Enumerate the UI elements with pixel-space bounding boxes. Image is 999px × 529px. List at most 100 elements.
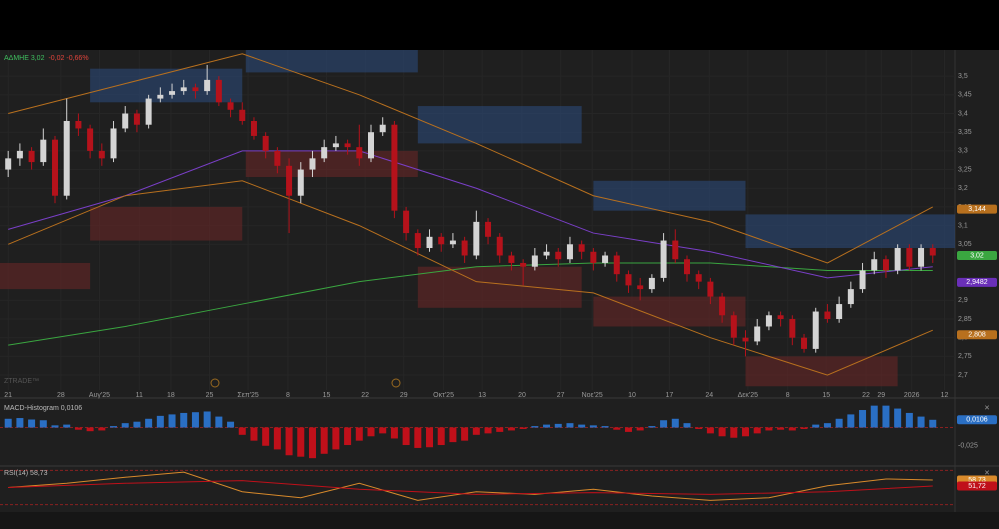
candle-body — [602, 255, 609, 263]
candle-body — [648, 277, 655, 290]
x-tick-label: Νοε'25 — [582, 392, 603, 399]
histogram-bar — [566, 423, 574, 428]
price-tag — [957, 250, 997, 260]
histogram-bar — [730, 427, 738, 438]
histogram-bar — [437, 427, 445, 446]
candle-body — [344, 143, 351, 148]
histogram-bar — [273, 427, 281, 450]
event-marker[interactable] — [210, 378, 220, 388]
candle-body — [520, 262, 527, 267]
histogram-bar — [390, 427, 398, 439]
zone — [0, 262, 91, 290]
candle-body — [192, 87, 199, 92]
y-tick-label: 3,5 — [958, 73, 968, 80]
candle-body — [789, 319, 796, 338]
x-tick-label: 25 — [206, 392, 214, 399]
y-tick-label: -0,025 — [958, 443, 978, 450]
candle-body — [613, 255, 620, 275]
candle-body — [180, 87, 187, 92]
candle-body — [555, 251, 562, 260]
zone — [593, 180, 746, 211]
candle-body — [169, 91, 176, 95]
candle-body — [332, 143, 339, 148]
y-tick-label: 3,45 — [958, 92, 972, 99]
histogram-bar — [613, 427, 621, 430]
y-tick-label: 2,85 — [958, 316, 972, 323]
histogram-bar — [250, 427, 258, 441]
x-tick-label: 2026 — [904, 392, 920, 399]
histogram-bar — [16, 418, 24, 428]
candle-body — [157, 94, 164, 99]
x-tick-label: 10 — [628, 392, 636, 399]
price-tag — [957, 481, 997, 491]
candle-body — [871, 259, 878, 271]
close-button[interactable]: × — [984, 467, 989, 477]
candle-body — [28, 150, 35, 163]
x-tick-label: 22 — [361, 392, 369, 399]
histogram-bar — [121, 423, 129, 428]
histogram-bar — [624, 427, 632, 432]
histogram-bar — [262, 427, 270, 446]
y-tick-label: 2,9 — [958, 297, 968, 304]
histogram-bar — [882, 405, 890, 428]
histogram-bar — [847, 414, 855, 428]
zone — [745, 214, 955, 249]
candle-body — [204, 79, 211, 92]
indicator-line — [8, 262, 933, 346]
candle-body — [672, 240, 679, 260]
close-button[interactable]: × — [984, 402, 989, 412]
candle-body — [122, 113, 129, 129]
candle-body — [496, 236, 503, 256]
y-tick-label: 3,1 — [958, 222, 968, 229]
candle-body — [87, 128, 94, 151]
x-tick-label: 20 — [518, 392, 526, 399]
candle-body — [356, 147, 363, 159]
histogram-bar — [554, 423, 562, 428]
candle-body — [847, 289, 854, 305]
x-tick-label: 24 — [705, 392, 713, 399]
histogram-bar — [355, 427, 363, 441]
histogram-bar — [660, 420, 668, 428]
histogram-bar — [706, 427, 714, 434]
histogram-bar — [51, 425, 59, 428]
histogram-bar — [191, 412, 199, 428]
candle-body — [367, 132, 374, 159]
histogram-bar — [753, 427, 761, 434]
histogram-bar — [601, 426, 609, 428]
x-tick-label: 21 — [4, 392, 12, 399]
zone — [245, 50, 418, 73]
y-tick-label: 2,7 — [958, 372, 968, 379]
instrument-change: -0,02 -0,66% — [48, 55, 88, 62]
price-tag-label: 51,72 — [968, 483, 986, 490]
histogram-bar — [800, 427, 808, 429]
x-tick-label: 29 — [877, 392, 885, 399]
candle-body — [683, 259, 690, 275]
histogram-bar — [671, 418, 679, 428]
histogram-bar — [835, 418, 843, 428]
histogram-bar — [519, 427, 527, 429]
candle-body — [824, 311, 831, 320]
candle-body — [274, 150, 281, 166]
indicator-line — [8, 150, 933, 279]
candle-body — [215, 79, 222, 103]
price-tag-label: 3,144 — [968, 206, 986, 213]
candle-body — [145, 98, 152, 125]
candle-body — [531, 255, 538, 267]
histogram-bar — [297, 427, 305, 457]
x-tick-label: 12 — [941, 392, 949, 399]
candle-body — [625, 274, 632, 286]
histogram-bar — [145, 418, 153, 428]
event-marker[interactable] — [391, 378, 401, 388]
histogram-bar — [215, 416, 223, 428]
toolbar — [0, 512, 999, 529]
candle-body — [719, 296, 726, 316]
zone — [417, 266, 582, 308]
indicator-line — [8, 180, 933, 376]
histogram-bar — [367, 427, 375, 437]
histogram-bar — [648, 426, 656, 428]
histogram-bar — [63, 424, 71, 428]
candle-body — [286, 165, 293, 196]
histogram-bar — [484, 427, 492, 434]
histogram-bar — [859, 410, 867, 428]
